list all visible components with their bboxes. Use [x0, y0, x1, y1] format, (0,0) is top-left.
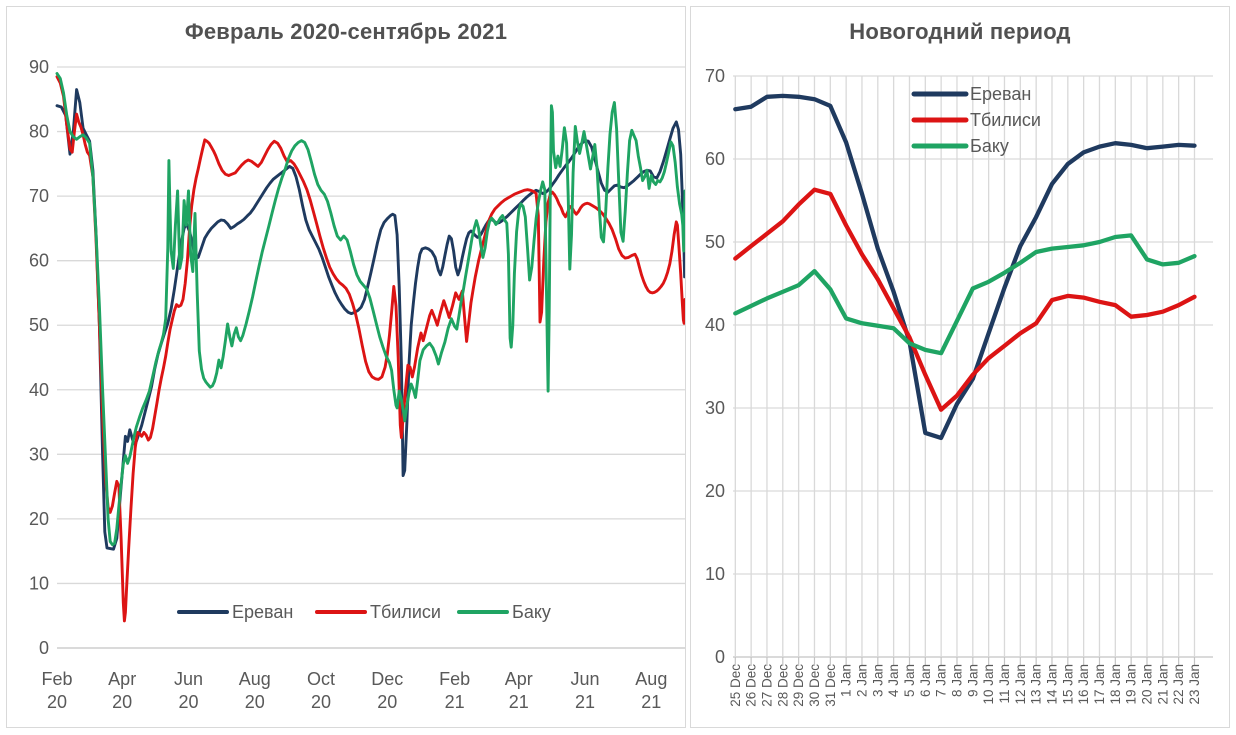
y-axis-tick-label: 40	[29, 380, 49, 400]
chart-panel-newyear: Новогодний период 70 60 50 40 30 20 10 0 25 Dec 2…	[690, 6, 1230, 728]
x-axis-tick-label: 20	[112, 692, 132, 712]
x-axis-tick-label: 30 Dec	[807, 664, 822, 707]
x-axis-tick-label: 10 Jan	[981, 664, 996, 705]
x-axis-tick-label: 23 Jan	[1187, 664, 1202, 705]
chart-panel-main: Февраль 2020-сентябрь 2021 90 80 70 60 50 40 3…	[6, 6, 686, 728]
x-axis-tick-label: Jun	[174, 669, 203, 689]
y-axis-tick-label: 20	[29, 509, 49, 529]
x-axis-tick-label: 28 Dec	[775, 664, 790, 707]
x-axis-tick-label: 19 Jan	[1124, 664, 1139, 705]
chart-title-newyear: Новогодний период	[849, 19, 1071, 44]
x-axis-tick-label: Oct	[307, 669, 335, 689]
y-axis-tick-label: 0	[715, 647, 725, 667]
x-axis-tick-label: Aug	[239, 669, 271, 689]
x-axis-tick-label: Feb	[41, 669, 72, 689]
x-axis-tick-label: 31 Dec	[823, 664, 838, 707]
x-axis-tick-label: Feb	[439, 669, 470, 689]
x-axis-tick-label: 17 Jan	[1092, 664, 1107, 705]
y-axis-tick-label: 60	[29, 251, 49, 271]
x-axis-tick-label: 11 Jan	[997, 664, 1012, 704]
series-line-Ереван	[55, 88, 685, 551]
series-line-Тбилиси	[733, 187, 1197, 412]
y-axis-tick-label: 10	[29, 573, 49, 593]
legend-label-Баку: Баку	[512, 602, 551, 622]
x-axis-tick-label: 12 Jan	[1013, 664, 1028, 705]
x-axis-tick-label: Dec	[371, 669, 403, 689]
x-axis-tick-label: 21	[575, 692, 595, 712]
y-axis-tick-label: 70	[705, 66, 725, 86]
x-axis-tick-label: 21	[445, 692, 465, 712]
x-axis-tick-label: 15 Jan	[1060, 664, 1075, 705]
x-axis-tick-label: 1 Jan	[839, 664, 854, 697]
x-axis-tick-label: 20	[178, 692, 198, 712]
legend-label-Баку: Баку	[970, 136, 1009, 156]
x-axis-tick-label: 29 Dec	[791, 664, 806, 707]
y-axis-tick-label: 30	[29, 444, 49, 464]
series-line-Баку	[733, 233, 1197, 356]
y-axis-tick-label: 50	[705, 232, 725, 252]
y-axis-tick-label: 60	[705, 149, 725, 169]
x-axis-tick-label: 21	[641, 692, 661, 712]
y-axis-tick-label: 0	[39, 638, 49, 658]
line-chart-main: 90 80 70 60 50 40 30 20 10 0 Feb 20 Apr 20 Jun 20 Aug 20 O…	[29, 57, 685, 712]
x-axis-tick-label: 3 Jan	[870, 664, 885, 697]
x-axis-tick-label: 25 Dec	[728, 664, 743, 707]
x-axis-tick-label: 20 Jan	[1139, 664, 1154, 705]
legend-label-Ереван: Ереван	[970, 84, 1031, 104]
x-axis-tick-label: 20	[245, 692, 265, 712]
y-axis-tick-label: 30	[705, 398, 725, 418]
x-axis-tick-label: 20	[377, 692, 397, 712]
x-axis-tick-label: 4 Jan	[886, 664, 901, 697]
legend-label-Ереван: Ереван	[232, 602, 293, 622]
chart-title-main: Февраль 2020-сентябрь 2021	[184, 19, 508, 44]
x-axis-tick-label: 20	[47, 692, 67, 712]
series-line-Баку	[55, 72, 685, 547]
x-axis-tick-label: 16 Jan	[1076, 664, 1091, 705]
series-line-Ереван	[733, 93, 1197, 441]
x-axis-tick-label: 8 Jan	[949, 664, 964, 697]
x-axis-tick-label: Apr	[505, 669, 533, 689]
legend-label-Тбилиси: Тбилиси	[970, 110, 1041, 130]
x-axis-tick-label: 21 Jan	[1155, 664, 1170, 705]
x-axis-tick-label: 27 Dec	[759, 664, 774, 707]
x-axis-tick-label: 7 Jan	[934, 664, 949, 697]
x-axis-tick-label: 9 Jan	[965, 664, 980, 697]
x-axis-tick-label: 22 Jan	[1171, 664, 1186, 705]
x-axis-tick-label: 18 Jan	[1108, 664, 1123, 705]
legend-label-Тбилиси: Тбилиси	[370, 602, 441, 622]
y-axis-tick-label: 10	[705, 564, 725, 584]
x-axis-tick-label: Aug	[635, 669, 667, 689]
y-axis-tick-label: 50	[29, 315, 49, 335]
x-axis-tick-label: 20	[311, 692, 331, 712]
y-axis-tick-label: 40	[705, 315, 725, 335]
y-axis-tick-label: 90	[29, 57, 49, 77]
x-axis-tick-label: 6 Jan	[918, 664, 933, 697]
x-axis-tick-label: Apr	[108, 669, 136, 689]
y-axis-tick-label: 70	[29, 186, 49, 206]
x-axis-tick-label: 2 Jan	[854, 664, 869, 697]
x-axis-tick-label: 5 Jan	[902, 664, 917, 697]
x-axis-tick-label: 13 Jan	[1029, 664, 1044, 705]
y-axis-tick-label: 80	[29, 122, 49, 142]
x-axis-tick-label: 14 Jan	[1044, 664, 1059, 705]
series-line-Тбилиси	[55, 75, 685, 623]
x-axis-tick-label: 21	[509, 692, 529, 712]
y-axis-tick-label: 20	[705, 481, 725, 501]
x-axis-tick-label: Jun	[571, 669, 600, 689]
x-axis-tick-label: 26 Dec	[744, 664, 759, 707]
